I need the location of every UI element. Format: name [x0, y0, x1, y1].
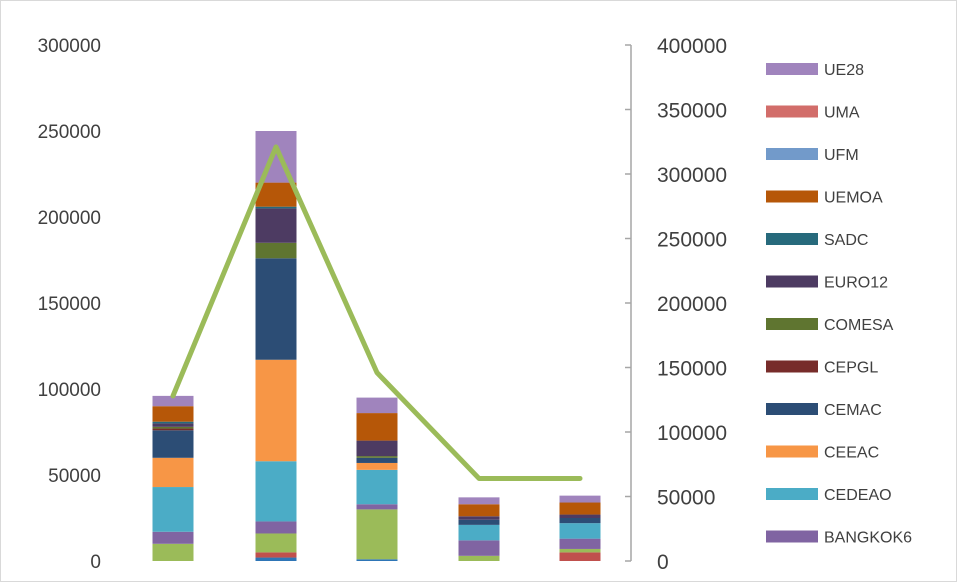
legend-swatch-uma	[766, 105, 818, 118]
y-left-tick-label: 250000	[38, 122, 101, 143]
bar-segment-ceeac-3	[356, 462, 398, 470]
y-right-tick-label: 400000	[657, 35, 727, 58]
bar-segment-cedeao-3	[356, 469, 398, 505]
y-right-tick-label: 0	[657, 551, 669, 574]
legend-label-uma: UMA	[824, 105, 860, 122]
legend-swatch-bangkok6	[766, 530, 818, 543]
y-left-tick-label: 100000	[38, 380, 101, 401]
y-right-tick-label: 200000	[657, 293, 727, 316]
bar-segment-ue28-3	[356, 397, 398, 414]
legend-label-ufm: UFM	[824, 147, 859, 164]
bar-segment-bangkok6-3	[356, 504, 398, 510]
bar-segment-sadc-2	[255, 206, 297, 209]
bar-segment-comesa-2	[255, 242, 297, 259]
legend-label-ceeac: CEEAC	[824, 445, 879, 462]
bar-segment-euro12-3	[356, 440, 398, 457]
legend-swatch-euro12	[766, 275, 818, 288]
y-right-tick-label: 250000	[657, 229, 727, 252]
bar-segment-euro12-5	[559, 514, 601, 518]
bar-segment-sadc-1	[152, 421, 194, 424]
bar-segment-uemoa-4	[458, 504, 500, 517]
legend-swatch-cemac	[766, 403, 818, 415]
line-series	[170, 144, 583, 481]
legend-swatch-ceeac	[766, 445, 818, 458]
bar-segment-g7-2	[255, 533, 297, 553]
bar-segment-g7-5	[559, 548, 601, 553]
legend-swatch-cepgl	[766, 360, 818, 373]
bar-segment-cemac-4	[458, 519, 500, 525]
legend-swatch-cedeao	[766, 488, 818, 500]
legend-swatch-ufm	[766, 148, 818, 160]
legend-label-cemac: CEMAC	[824, 402, 882, 419]
bar-segment-uemoa-3	[356, 413, 398, 441]
legend-label-ue28: UE28	[824, 62, 864, 79]
bar-segment-uemoa-5	[559, 502, 601, 515]
bar-segment-cepgl-1	[152, 428, 194, 431]
bar-segment-bangkok6-4	[458, 540, 500, 556]
legend-label-bangkok6: BANGKOK6	[824, 530, 912, 547]
bar-segment-g7-4	[458, 555, 500, 561]
bars-layer	[152, 131, 601, 561]
bar-segment-italie-2	[255, 557, 297, 561]
bar-segment-bangkok6-1	[152, 531, 194, 544]
bar-segment-cemac-3	[356, 457, 398, 463]
legend-label-comesa: COMESA	[824, 317, 894, 334]
bar-segment-bangkok6-2	[255, 521, 297, 534]
bar-segment-italie-3	[356, 559, 398, 561]
bar-segment-comesa-1	[152, 426, 194, 429]
y-right-tick-label: 300000	[657, 164, 727, 187]
bar-segment-mercosur-2	[255, 552, 297, 558]
bar-segment-g7-1	[152, 543, 194, 561]
line-layer	[170, 144, 583, 481]
bar-segment-bangkok6-5	[559, 538, 601, 549]
bar-segment-euro12-4	[458, 516, 500, 520]
bar-segment-ue28-1	[152, 395, 194, 407]
legend-label-uemoa: UEMOA	[824, 190, 883, 207]
bar-segment-ue28-5	[559, 495, 601, 503]
y-left-tick-label: 150000	[38, 294, 101, 315]
y-left-tick-label: 200000	[38, 208, 101, 229]
bar-segment-uemoa-2	[255, 182, 297, 207]
bar-segment-comesa-3	[356, 456, 398, 458]
bar-segment-cedeao-5	[559, 523, 601, 539]
y-left-tick-label: 300000	[38, 36, 101, 57]
y-right-tick-label: 350000	[657, 100, 727, 123]
y-right-tick-label: 100000	[657, 422, 727, 445]
legend: UE28 UMA UFM UEMOA SADC EURO12 COMESA CEPGL CEMA…	[766, 62, 912, 547]
bar-segment-cedeao-4	[458, 524, 500, 541]
legend-label-euro12: EURO12	[824, 275, 888, 292]
axis-layer: 0 50000 100000 150000 200000 250000 300000 0 500…	[38, 35, 727, 574]
bar-segment-ceeac-1	[152, 457, 194, 488]
y-left-tick-label: 0	[90, 552, 101, 573]
bar-segment-cemac-1	[152, 430, 194, 458]
bar-segment-ue28-4	[458, 497, 500, 505]
bar-segment-cedeao-2	[255, 461, 297, 522]
bar-segment-g20-5	[559, 552, 601, 561]
legend-swatch-sadc	[766, 233, 818, 245]
bar-segment-cemac-2	[255, 258, 297, 360]
bar-segment-euro12-2	[255, 208, 297, 243]
y-right-tick-label: 50000	[657, 487, 715, 510]
legend-label-cedeao: CEDEAO	[824, 487, 892, 504]
legend-label-cepgl: CEPGL	[824, 360, 878, 377]
y-left-tick-label: 50000	[48, 466, 101, 487]
bar-segment-cemac-5	[559, 518, 601, 524]
bar-segment-ceeac-2	[255, 359, 297, 462]
y-right-tick-label: 150000	[657, 358, 727, 381]
legend-label-sadc: SADC	[824, 232, 868, 249]
legend-swatch-ue28	[766, 63, 818, 75]
bar-segment-euro12-1	[152, 423, 194, 427]
legend-swatch-uemoa	[766, 190, 818, 203]
bar-segment-uemoa-1	[152, 406, 194, 422]
legend-swatch-comesa	[766, 318, 818, 330]
bar-segment-cedeao-1	[152, 487, 194, 532]
bar-segment-g7-3	[356, 509, 398, 560]
